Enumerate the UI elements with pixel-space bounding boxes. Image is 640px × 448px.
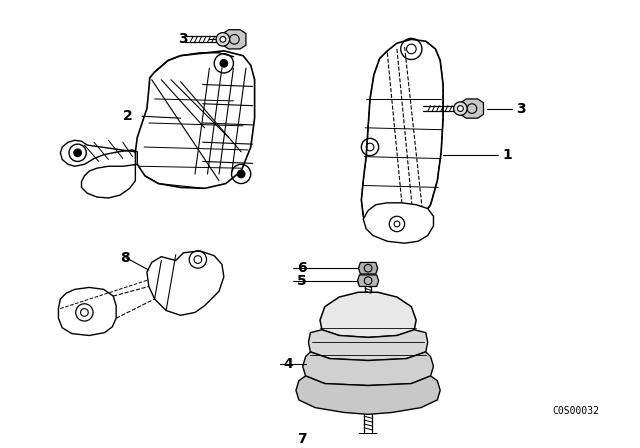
Polygon shape xyxy=(308,330,428,361)
Polygon shape xyxy=(460,99,483,118)
Circle shape xyxy=(237,170,245,178)
Polygon shape xyxy=(362,39,443,236)
Polygon shape xyxy=(60,140,138,198)
Circle shape xyxy=(220,60,228,67)
Circle shape xyxy=(454,102,467,115)
Polygon shape xyxy=(147,251,224,315)
Polygon shape xyxy=(303,352,433,386)
Text: 1: 1 xyxy=(502,148,513,162)
Polygon shape xyxy=(136,51,255,188)
Text: 4: 4 xyxy=(284,358,293,371)
Text: 6: 6 xyxy=(297,261,307,275)
Text: 3: 3 xyxy=(178,32,188,46)
Text: 8: 8 xyxy=(120,250,130,265)
Text: 7: 7 xyxy=(297,432,307,446)
Text: C0S00032: C0S00032 xyxy=(552,406,599,416)
Polygon shape xyxy=(358,434,379,445)
Text: 2: 2 xyxy=(123,109,132,123)
Polygon shape xyxy=(223,30,246,49)
Circle shape xyxy=(220,36,226,42)
Polygon shape xyxy=(58,288,116,336)
Circle shape xyxy=(458,106,463,112)
Polygon shape xyxy=(320,292,416,337)
Text: 5: 5 xyxy=(297,274,307,288)
Polygon shape xyxy=(364,203,433,243)
Polygon shape xyxy=(358,275,379,286)
Polygon shape xyxy=(358,263,378,274)
Polygon shape xyxy=(296,376,440,414)
Circle shape xyxy=(216,33,230,46)
Circle shape xyxy=(74,149,81,157)
Text: 3: 3 xyxy=(516,102,526,116)
